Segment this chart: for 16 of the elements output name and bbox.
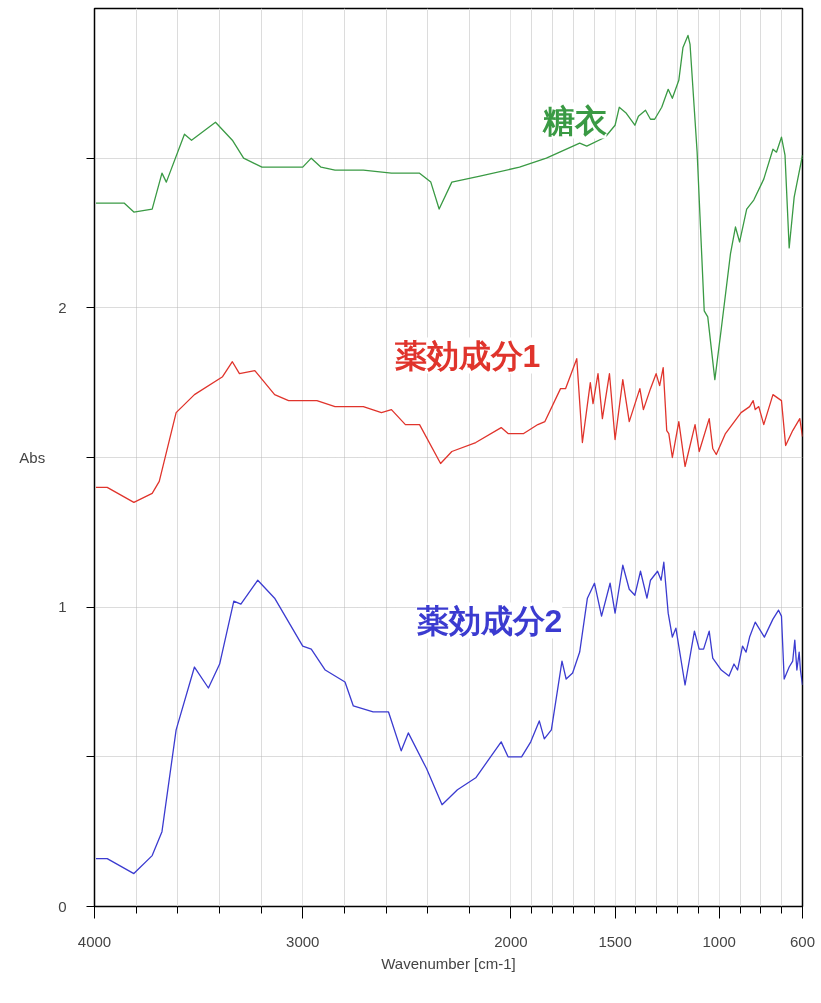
x-tick-label: 4000 bbox=[77, 932, 112, 950]
line-series bbox=[95, 561, 803, 875]
x-tick-label: 1000 bbox=[702, 932, 736, 950]
series-label: 薬効成分1 bbox=[394, 337, 541, 374]
series-label: 糖衣 bbox=[541, 102, 607, 139]
y-tick-label: 1 bbox=[58, 598, 67, 616]
line-series bbox=[95, 34, 803, 381]
y-tick-label: 2 bbox=[58, 298, 67, 316]
x-tick-label: 3000 bbox=[286, 932, 320, 950]
y-tick-label: 0 bbox=[58, 897, 67, 915]
series-label: 薬効成分2 bbox=[416, 602, 563, 639]
x-tick-label: 1500 bbox=[598, 932, 632, 950]
x-tick-label: 600 bbox=[789, 932, 816, 950]
x-tick-label: 2000 bbox=[494, 932, 528, 950]
x-axis-title: Wavenumber [cm-1] bbox=[381, 954, 516, 972]
y-axis-title: Abs bbox=[19, 449, 46, 466]
